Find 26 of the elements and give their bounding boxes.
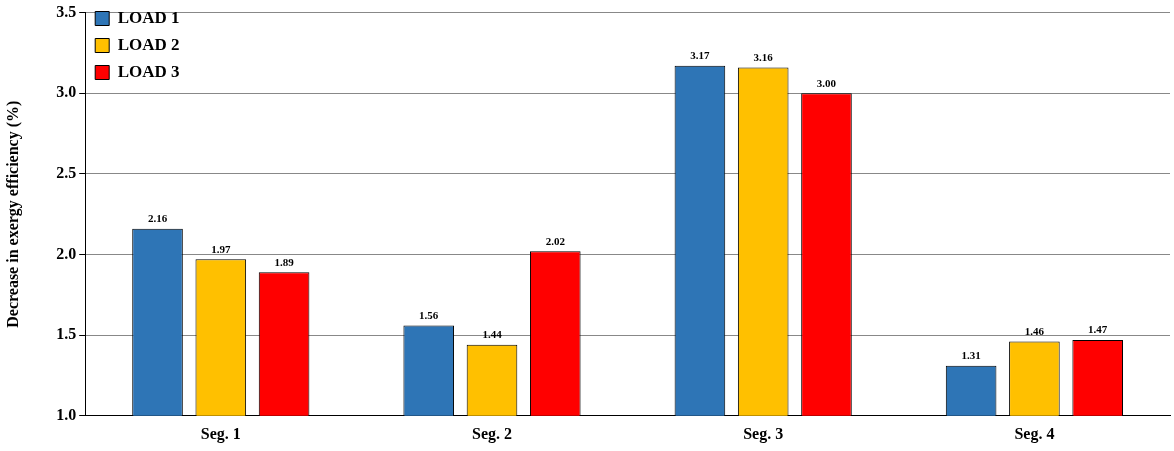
legend-label: LOAD 1 bbox=[117, 7, 180, 27]
y-tick-label: 3.5 bbox=[56, 2, 77, 20]
legend-label: LOAD 3 bbox=[117, 61, 180, 81]
y-tick-label: 2.5 bbox=[56, 164, 77, 182]
data-label: 2.16 bbox=[147, 212, 168, 225]
y-tick-label: 3.0 bbox=[56, 83, 77, 101]
data-label: 1.47 bbox=[1088, 323, 1108, 336]
y-tick-label: 1.0 bbox=[56, 405, 77, 423]
x-tick-label: Seg. 3 bbox=[743, 424, 784, 443]
data-label: 1.97 bbox=[211, 242, 231, 255]
data-label: 1.46 bbox=[1024, 324, 1045, 337]
data-label: 1.31 bbox=[961, 349, 981, 362]
data-label: 2.02 bbox=[545, 234, 566, 247]
x-tick-label: Seg. 2 bbox=[472, 424, 512, 443]
data-label: 3.17 bbox=[690, 49, 711, 62]
legend-label: LOAD 2 bbox=[117, 34, 180, 54]
x-tick-label: Seg. 4 bbox=[1014, 424, 1055, 443]
x-tick-label: Seg. 1 bbox=[200, 424, 241, 443]
y-tick-label: 1.5 bbox=[56, 325, 77, 343]
data-label: 1.56 bbox=[419, 308, 439, 321]
y-axis-title: Decrease in exergy efficiency (%) bbox=[3, 100, 22, 328]
y-tick-label: 2.0 bbox=[56, 244, 77, 262]
data-label: 1.44 bbox=[482, 328, 503, 341]
data-label: 3.00 bbox=[816, 76, 837, 89]
data-label: 3.16 bbox=[753, 50, 774, 63]
data-label: 1.89 bbox=[274, 255, 295, 268]
